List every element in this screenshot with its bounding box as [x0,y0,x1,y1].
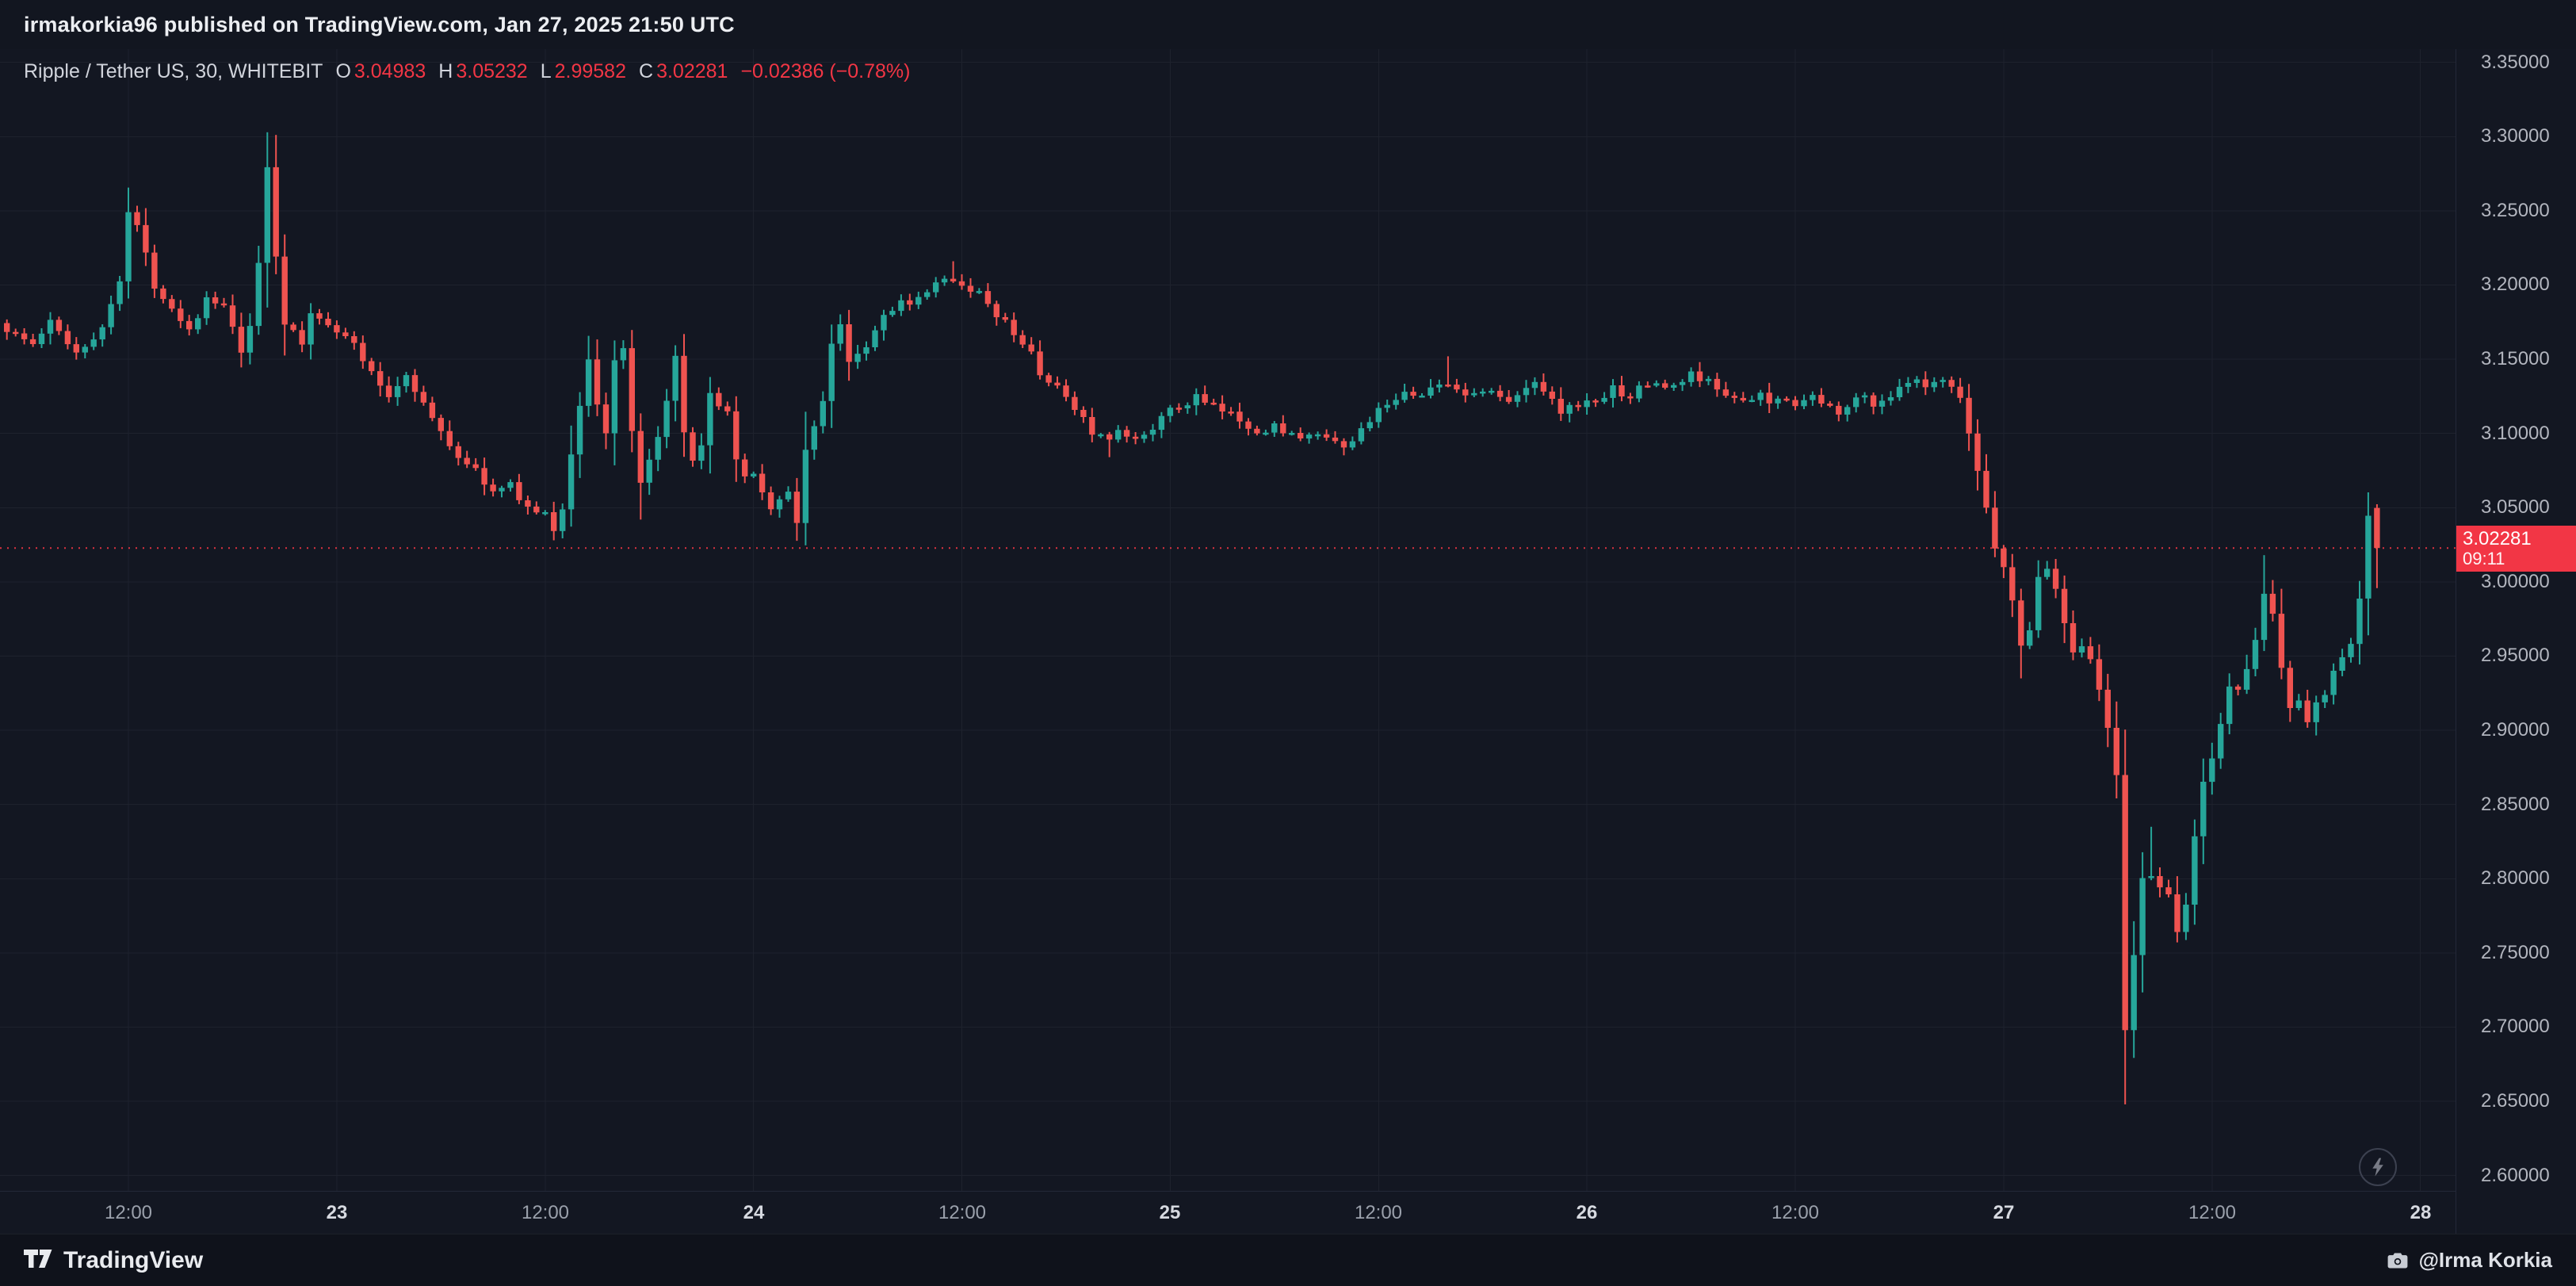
price-tick-label: 2.90000 [2481,719,2550,741]
author-credit-link[interactable]: @Irma Korkia [2386,1248,2552,1273]
realtime-lightning-button[interactable] [2359,1148,2397,1186]
price-tick-label: 2.60000 [2481,1165,2550,1186]
tradingview-logo-icon [24,1249,52,1268]
price-tick-label: 2.75000 [2481,942,2550,963]
author-name: @Irma Korkia [2418,1248,2552,1272]
time-tick-label: 12:00 [1354,1202,1403,1223]
symbol-description: Ripple / Tether US, 30, WHITEBIT [24,60,323,82]
current-price-value: 3.02281 [2463,528,2532,549]
time-tick-label: 12:00 [1771,1202,1820,1223]
price-tick-label: 3.00000 [2481,571,2550,592]
high-value: H 3.05232 [438,60,528,82]
time-tick-label: 12:00 [104,1202,153,1223]
price-tick-label: 3.30000 [2481,125,2550,147]
publish-text: irmakorkia96 published on TradingView.co… [24,12,735,36]
price-tick-label: 3.35000 [2481,52,2550,73]
price-tick-label: 2.80000 [2481,867,2550,889]
time-tick-label: 12:00 [938,1202,987,1223]
price-tick-label: 2.65000 [2481,1090,2550,1112]
time-axis[interactable]: 12:00 23 12:00 24 12:00 25 12:00 26 12:00 27 12:00… [0,1191,2456,1234]
price-tick-label: 3.10000 [2481,423,2550,444]
price-tick-label: 3.05000 [2481,496,2550,518]
price-tick-label: 3.20000 [2481,274,2550,295]
time-tick-label: 12:00 [521,1202,570,1223]
time-tick-label: 27 [1993,1202,2015,1223]
time-tick-label: 24 [743,1202,765,1223]
bar-countdown: 09:11 [2463,549,2505,568]
time-tick-label: 23 [326,1202,348,1223]
time-tick-label: 25 [1159,1202,1181,1223]
price-axis[interactable]: 3.02281 09:11 3.35000 3.30000 3.25000 3.200… [2456,49,2576,1234]
price-tick-label: 2.95000 [2481,645,2550,666]
camera-icon [2387,1253,2407,1268]
time-tick-label: 28 [2410,1202,2432,1223]
open-value: O 3.04983 [335,60,426,82]
publish-header: irmakorkia96 published on TradingView.co… [0,0,2576,49]
chart-legend: Ripple / Tether US, 30, WHITEBIT O 3.0498… [24,60,911,83]
lightning-icon [2372,1158,2383,1177]
tradingview-brand-link[interactable]: TradingView [24,1247,203,1274]
snapshot-footer: TradingView @Irma Korkia [0,1234,2576,1286]
change-value: −0.02386 (−0.78%) [740,60,911,82]
current-price-label: 3.02281 09:11 [2456,526,2576,572]
price-tick-label: 3.15000 [2481,348,2550,369]
low-value: L 2.99582 [540,60,626,82]
time-tick-label: 12:00 [2188,1202,2237,1223]
price-tick-label: 2.70000 [2481,1016,2550,1037]
close-value: C 3.02281 [639,60,728,82]
tradingview-wordmark: TradingView [63,1246,204,1273]
price-tick-label: 3.25000 [2481,200,2550,221]
chart-region: Ripple / Tether US, 30, WHITEBIT O 3.0498… [0,49,2576,1234]
time-tick-label: 26 [1576,1202,1598,1223]
candlestick-plot[interactable] [0,49,2456,1191]
price-tick-label: 2.85000 [2481,794,2550,815]
